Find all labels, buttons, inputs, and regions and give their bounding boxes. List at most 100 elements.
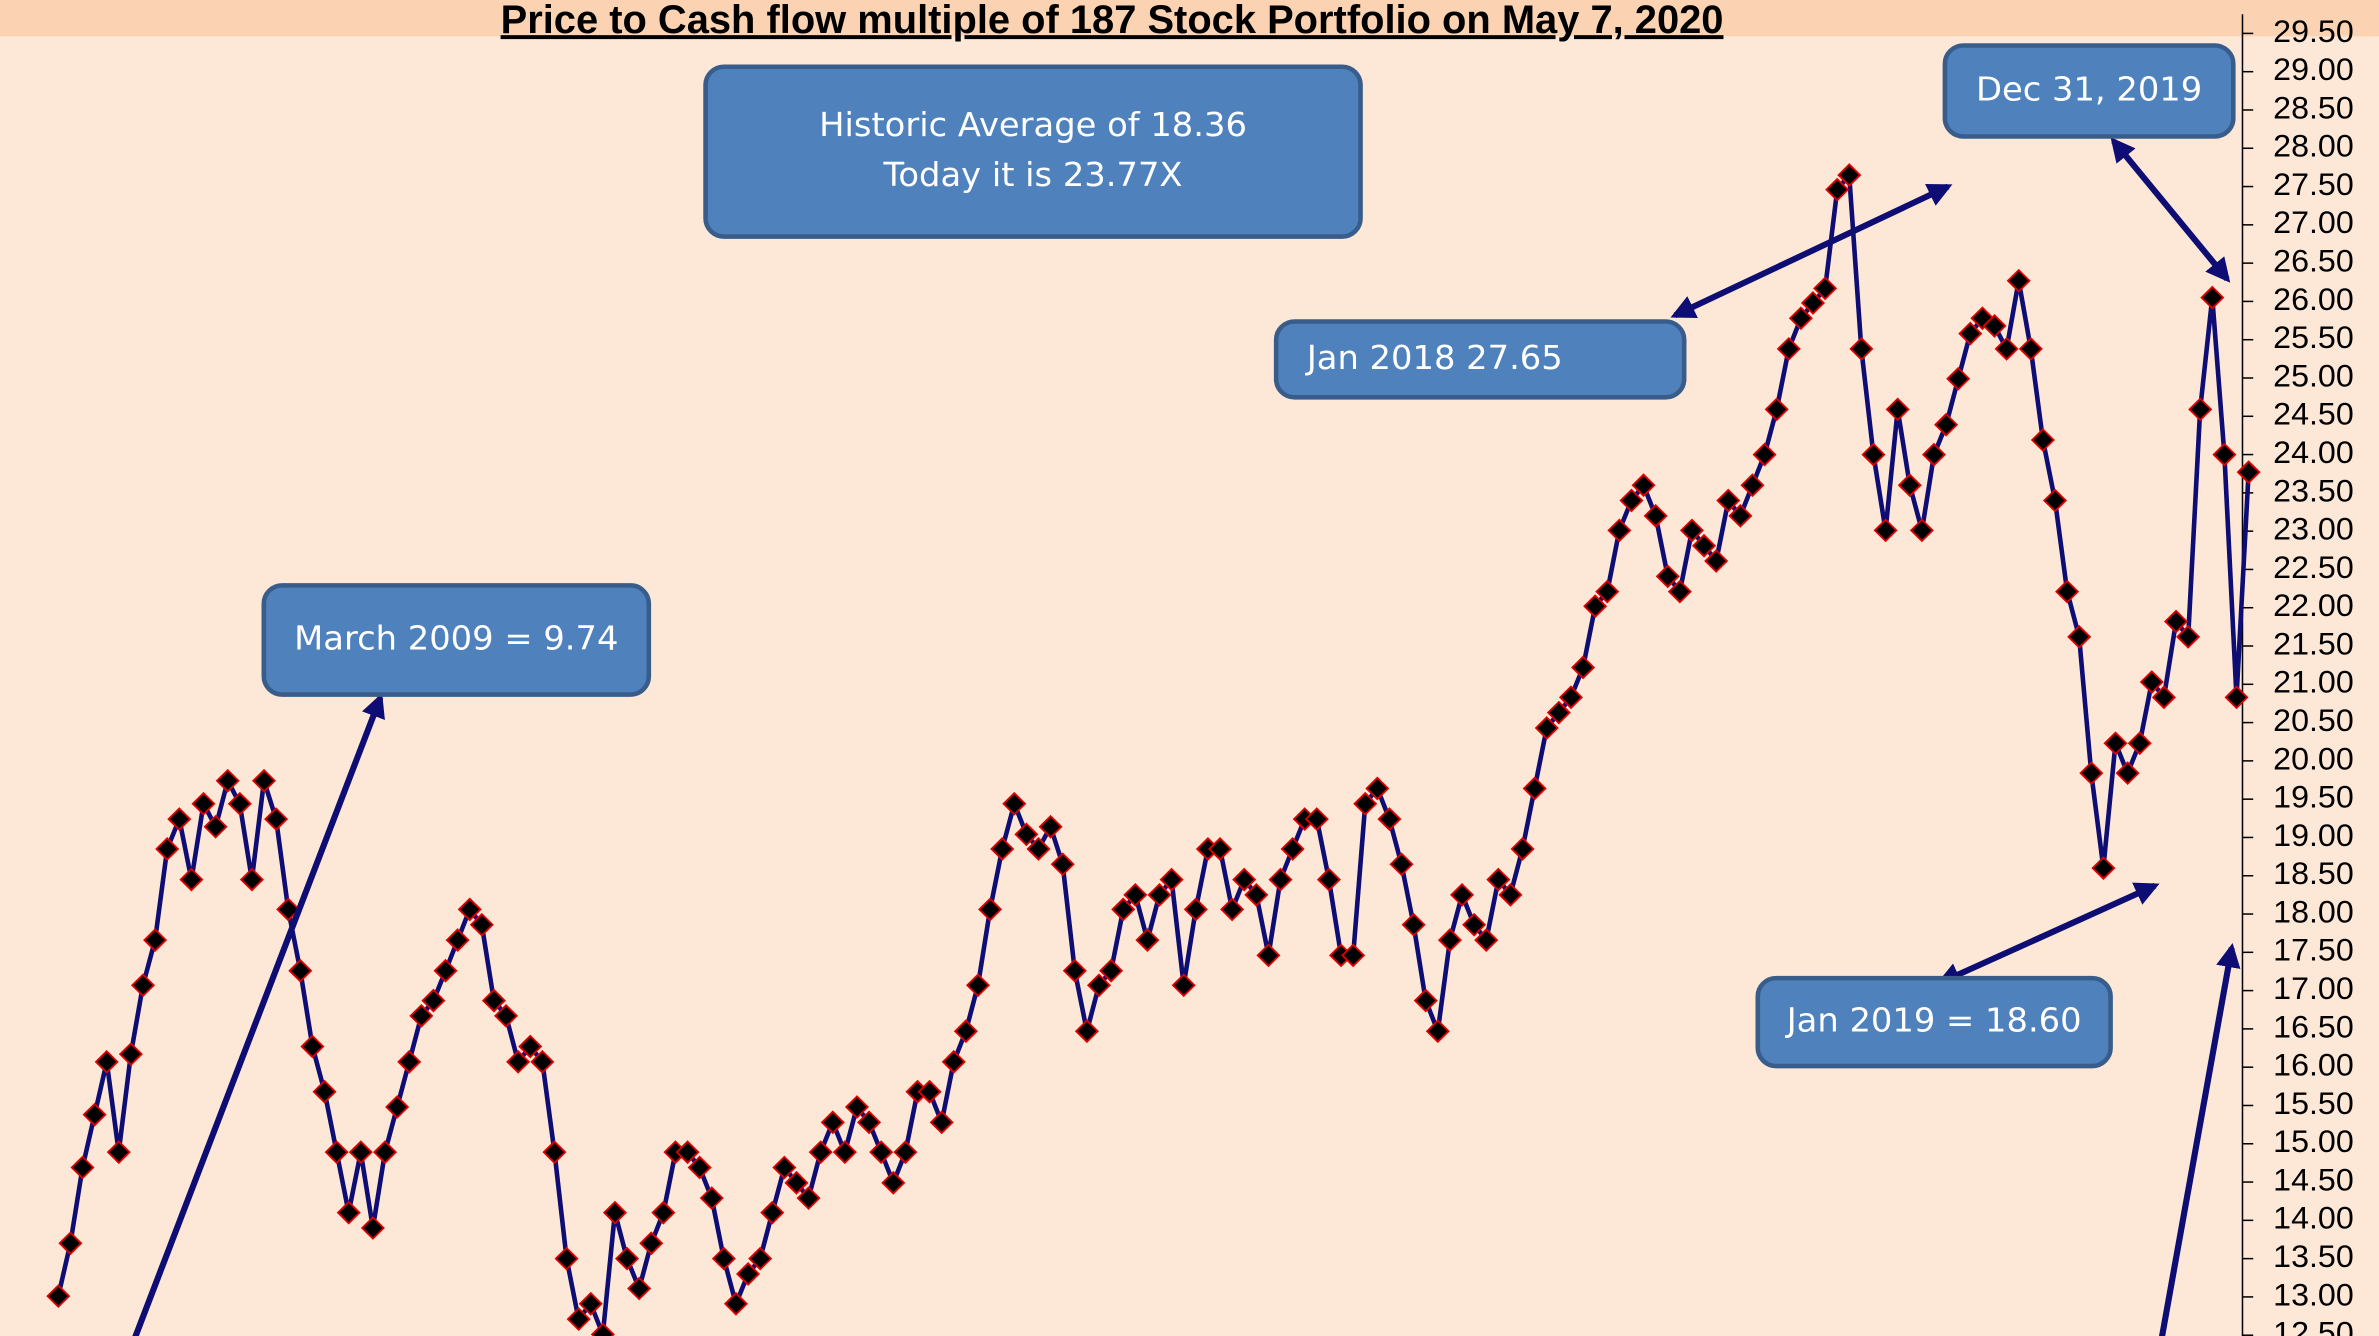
data-point bbox=[457, 897, 482, 922]
data-point bbox=[155, 837, 180, 861]
data-point bbox=[929, 1110, 954, 1135]
data-point bbox=[2151, 685, 2176, 710]
plot-area: 12.50 13.0013.5014.0014.5015.0015.5016.00… bbox=[46, 13, 2354, 1336]
data-point bbox=[1377, 807, 1402, 831]
data-point bbox=[542, 1140, 567, 1165]
data-point bbox=[675, 1140, 700, 1165]
data-point bbox=[1244, 882, 1269, 907]
data-point bbox=[1014, 822, 1039, 847]
chart-title: Price to Cash flow multiple of 187 Stock… bbox=[501, 0, 1724, 42]
data-point bbox=[832, 1140, 857, 1165]
data-point bbox=[1619, 488, 1644, 513]
data-point bbox=[2224, 685, 2249, 710]
data-point bbox=[1909, 518, 1934, 543]
data-point bbox=[1522, 776, 1547, 801]
data-point bbox=[1498, 882, 1523, 907]
data-point bbox=[881, 1170, 906, 1195]
data-point bbox=[1885, 397, 1910, 422]
data-point bbox=[481, 988, 506, 1013]
data-point bbox=[1716, 488, 1741, 513]
data-point bbox=[143, 928, 168, 952]
data-point bbox=[2236, 460, 2261, 485]
data-point bbox=[2212, 442, 2237, 467]
y-tick-label: 24.50 bbox=[2273, 396, 2354, 432]
data-point bbox=[748, 1246, 773, 1271]
y-tick-label: 19.50 bbox=[2273, 779, 2354, 815]
data-point bbox=[2200, 285, 2225, 310]
y-tick-label: 27.00 bbox=[2273, 204, 2354, 240]
data-point bbox=[288, 958, 313, 983]
data-point bbox=[2091, 856, 2116, 880]
data-point bbox=[251, 768, 277, 793]
data-point bbox=[2030, 428, 2055, 452]
y-tick-label: 14.00 bbox=[2273, 1200, 2354, 1236]
arrow bbox=[132, 693, 385, 1336]
data-point bbox=[1220, 897, 1245, 922]
data-point bbox=[58, 1231, 83, 1256]
data-point bbox=[1207, 837, 1233, 861]
arrow bbox=[2158, 943, 2241, 1336]
y-tick-label: 20.00 bbox=[2273, 740, 2354, 776]
data-point bbox=[1413, 988, 1438, 1013]
annotation-box bbox=[1755, 975, 2113, 1069]
data-point bbox=[1934, 412, 1959, 437]
data-point bbox=[1873, 518, 1898, 543]
y-tick-label: 15.00 bbox=[2273, 1123, 2354, 1159]
data-point bbox=[1510, 837, 1535, 861]
data-point bbox=[1462, 912, 1487, 937]
y-tick-label: 16.00 bbox=[2273, 1047, 2354, 1083]
data-point bbox=[1232, 867, 1257, 892]
data-point bbox=[602, 1200, 627, 1225]
data-point bbox=[2006, 268, 2031, 293]
data-point bbox=[2079, 761, 2104, 786]
annotation-text: Jan 2019 = 18.60 bbox=[1785, 1001, 2082, 1040]
data-point bbox=[1183, 897, 1208, 922]
data-point bbox=[1135, 928, 1160, 952]
data-point bbox=[711, 1246, 736, 1271]
data-point bbox=[1534, 716, 1559, 740]
arrow bbox=[1935, 882, 2160, 986]
y-tick-label: 12.50 bbox=[2273, 1315, 2354, 1336]
data-point bbox=[1740, 473, 1765, 498]
arrow bbox=[2110, 137, 2231, 283]
data-point bbox=[615, 1246, 640, 1271]
data-point bbox=[2115, 761, 2140, 786]
annotation-text: March 2009 = 9.74 bbox=[294, 619, 618, 658]
data-point bbox=[1849, 336, 1874, 361]
data-point bbox=[1268, 867, 1293, 892]
data-point bbox=[1764, 397, 1789, 422]
data-point bbox=[796, 1186, 821, 1211]
data-point bbox=[506, 1049, 531, 1074]
data-point bbox=[1994, 336, 2019, 361]
data-point bbox=[893, 1140, 918, 1165]
y-tick-label: 23.50 bbox=[2273, 472, 2354, 508]
data-point bbox=[2127, 731, 2152, 756]
data-point bbox=[1679, 518, 1704, 543]
data-point bbox=[578, 1291, 603, 1316]
data-point bbox=[627, 1276, 652, 1301]
annotation-box bbox=[261, 583, 652, 697]
data-point bbox=[2018, 336, 2043, 361]
y-tick-label: 25.50 bbox=[2273, 319, 2354, 355]
data-point bbox=[1316, 867, 1341, 892]
title-band bbox=[0, 0, 2379, 37]
data-point bbox=[1546, 700, 1571, 725]
data-point bbox=[566, 1307, 591, 1332]
y-tick-label: 17.50 bbox=[2273, 932, 2354, 968]
y-tick-label: 19.00 bbox=[2273, 817, 2354, 853]
annotations: Historic Average of 18.36 Today it is 23.… bbox=[261, 43, 2236, 1069]
data-point bbox=[1655, 564, 1680, 589]
annotation-box bbox=[1942, 43, 2236, 139]
y-tick-label: 24.00 bbox=[2273, 434, 2354, 470]
data-point bbox=[1958, 321, 1983, 346]
y-tick-label: 26.50 bbox=[2273, 243, 2354, 279]
data-point bbox=[1304, 807, 1329, 831]
data-point bbox=[348, 1140, 373, 1165]
data-point bbox=[179, 867, 204, 892]
data-point bbox=[736, 1262, 761, 1286]
data-point bbox=[1341, 943, 1366, 968]
data-point bbox=[687, 1155, 712, 1180]
y-tick-label: 22.00 bbox=[2273, 587, 2354, 623]
annotation-text: Historic Average of 18.36 bbox=[819, 105, 1247, 144]
